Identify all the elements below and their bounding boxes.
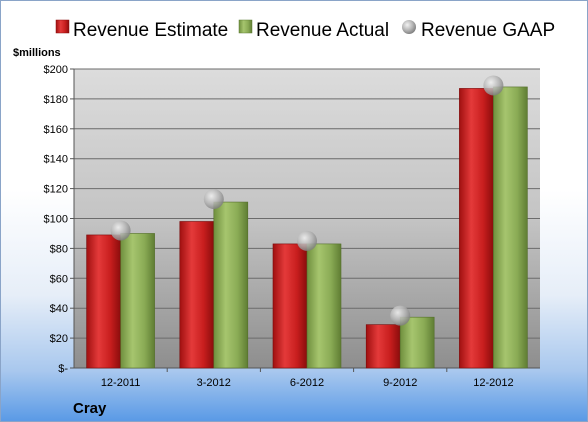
legend-swatch-revenue-gaap <box>402 20 416 34</box>
bar-revenue-actual <box>120 233 155 369</box>
x-tick-label: 12-2011 <box>101 377 141 389</box>
bar-revenue-estimate <box>272 243 308 369</box>
bar-revenue-estimate <box>459 88 494 369</box>
legend-label-revenue-gaap: Revenue GAAP <box>421 20 555 41</box>
chart-legend: Revenue Estimate Revenue Actual Revenue … <box>55 19 555 41</box>
marker-revenue-gaap <box>110 220 131 241</box>
y-tick-label: $20 <box>50 333 68 345</box>
y-tick-label: $180 <box>44 94 68 106</box>
bar-revenue-actual <box>306 243 342 369</box>
y-tick-label: $40 <box>50 303 68 315</box>
company-name: Cray <box>73 400 107 417</box>
y-tick-label: $200 <box>44 64 68 76</box>
bar-revenue-estimate <box>179 221 215 369</box>
x-tick-label: 3-2012 <box>197 377 231 389</box>
y-tick-label: $160 <box>44 124 68 136</box>
y-tick-label: $100 <box>44 214 68 226</box>
y-tick-label: $140 <box>44 154 68 166</box>
legend-swatch-revenue-estimate <box>55 19 70 34</box>
gaap-markers <box>110 75 504 326</box>
bar-revenue-estimate <box>86 234 121 369</box>
x-tick-label: 6-2012 <box>290 377 324 389</box>
bar-revenue-estimate <box>365 324 401 369</box>
bar-revenue-actual <box>493 86 528 369</box>
marker-revenue-gaap <box>390 305 411 326</box>
bar-revenue-actual <box>399 316 435 369</box>
legend-label-revenue-actual: Revenue Actual <box>256 20 389 41</box>
marker-revenue-gaap <box>203 189 224 210</box>
x-tick-label: 9-2012 <box>383 377 417 389</box>
legend-label-revenue-estimate: Revenue Estimate <box>73 20 228 41</box>
marker-revenue-gaap <box>297 230 317 251</box>
marker-revenue-gaap <box>483 75 504 96</box>
y-tick-label: $80 <box>50 243 68 255</box>
legend-swatch-revenue-actual <box>238 19 253 34</box>
y-tick-label: $- <box>58 363 68 375</box>
y-tick-label: $120 <box>44 184 68 196</box>
bar-revenue-actual <box>213 201 249 369</box>
x-tick-label: 12-2012 <box>473 377 513 389</box>
y-axis-unit-label: $millions <box>13 47 61 59</box>
x-axis-ticks: 12-2011 3-2012 6-2012 9-2012 12-2012 <box>101 368 514 389</box>
y-tick-label: $60 <box>50 273 68 285</box>
y-axis-ticks: $- $20 $40 $60 $80 $100 $120 $140 $160 $180 $200 <box>44 64 540 375</box>
bar-series <box>86 86 528 369</box>
